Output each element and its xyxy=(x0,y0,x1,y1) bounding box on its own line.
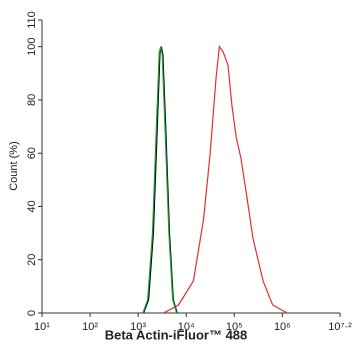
y-tick-label: 20 xyxy=(26,254,38,266)
y-tick-label: 40 xyxy=(26,200,38,212)
y-axis-label: Count (%) xyxy=(8,141,20,191)
histogram-line xyxy=(163,44,288,314)
x-tick-label: 10¹ xyxy=(34,321,50,333)
histogram-line xyxy=(142,46,178,314)
x-tick-label: 10² xyxy=(82,321,98,333)
histogram-line xyxy=(143,46,178,314)
y-tick-label: 80 xyxy=(26,94,38,106)
y-tick-label: 0 xyxy=(26,310,38,316)
y-tick-label: 110 xyxy=(26,11,38,29)
y-tick-label: 100 xyxy=(26,37,38,55)
x-axis-label: Beta Actin-iFluor™ 488 xyxy=(105,327,248,342)
x-tick-label: 10³ xyxy=(130,321,146,333)
x-tick-label: 10⁶ xyxy=(274,321,291,333)
x-tick-label: 10⁴ xyxy=(178,321,195,333)
x-tick-label: 10⁵ xyxy=(226,321,243,333)
x-tick-label: 10⁷·² xyxy=(328,321,352,333)
y-tick-label: 60 xyxy=(26,147,38,159)
